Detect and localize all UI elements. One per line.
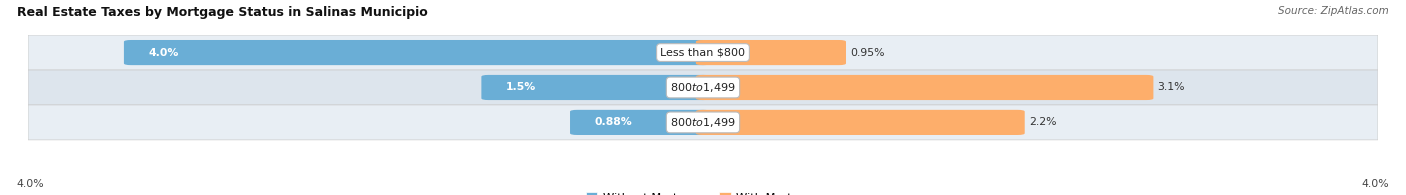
- Legend: Without Mortgage, With Mortgage: Without Mortgage, With Mortgage: [585, 192, 821, 195]
- Text: 2.2%: 2.2%: [1029, 117, 1056, 127]
- Text: 4.0%: 4.0%: [17, 179, 45, 189]
- Text: 3.1%: 3.1%: [1157, 82, 1185, 92]
- FancyBboxPatch shape: [696, 40, 846, 65]
- FancyBboxPatch shape: [696, 110, 1025, 135]
- FancyBboxPatch shape: [28, 70, 1378, 105]
- Text: $800 to $1,499: $800 to $1,499: [671, 81, 735, 94]
- Text: 1.5%: 1.5%: [506, 82, 536, 92]
- FancyBboxPatch shape: [28, 105, 1378, 140]
- Text: $800 to $1,499: $800 to $1,499: [671, 116, 735, 129]
- FancyBboxPatch shape: [124, 40, 710, 65]
- Text: Real Estate Taxes by Mortgage Status in Salinas Municipio: Real Estate Taxes by Mortgage Status in …: [17, 6, 427, 19]
- Text: Less than $800: Less than $800: [661, 48, 745, 58]
- Text: Source: ZipAtlas.com: Source: ZipAtlas.com: [1278, 6, 1389, 16]
- Text: 0.95%: 0.95%: [851, 48, 884, 58]
- Text: 4.0%: 4.0%: [148, 48, 179, 58]
- FancyBboxPatch shape: [28, 35, 1378, 70]
- Text: 4.0%: 4.0%: [1361, 179, 1389, 189]
- FancyBboxPatch shape: [481, 75, 710, 100]
- FancyBboxPatch shape: [696, 75, 1153, 100]
- Text: 0.88%: 0.88%: [595, 117, 633, 127]
- FancyBboxPatch shape: [569, 110, 710, 135]
